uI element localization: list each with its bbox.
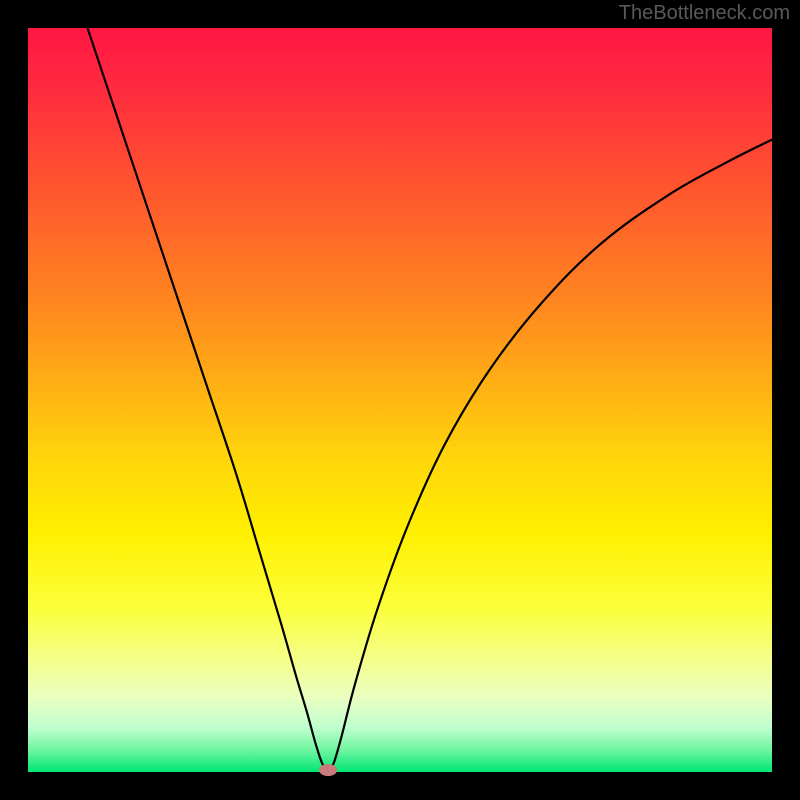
bottleneck-curve — [28, 28, 772, 772]
plot-area — [28, 28, 772, 772]
chart-container: TheBottleneck.com — [0, 0, 800, 800]
optimal-point-marker — [319, 764, 337, 776]
watermark-text: TheBottleneck.com — [619, 2, 790, 25]
